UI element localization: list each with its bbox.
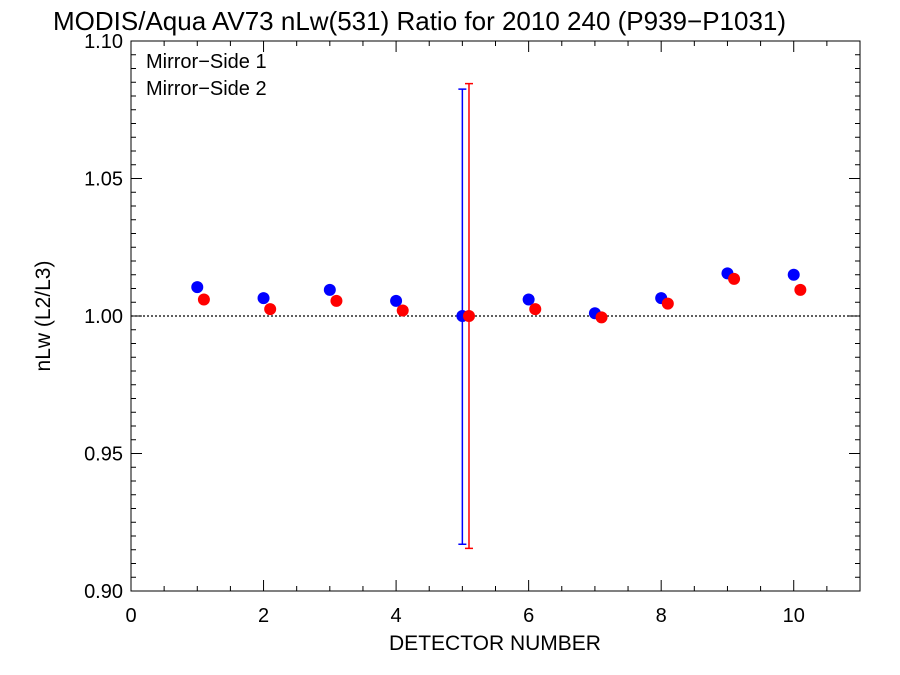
data-point-series-1 xyxy=(787,268,800,281)
x-axis-label: DETECTOR NUMBER xyxy=(389,632,601,655)
x-tick-label: 2 xyxy=(258,605,269,627)
data-point-series-2 xyxy=(728,272,741,285)
y-tick-label: 1.05 xyxy=(84,169,123,191)
y-tick-label: 0.95 xyxy=(84,444,123,466)
y-tick-label: 0.90 xyxy=(84,581,123,603)
data-point-series-2 xyxy=(330,294,343,307)
y-tick-label: 1.10 xyxy=(84,31,123,53)
legend: Mirror−Side 1 Mirror−Side 2 xyxy=(146,51,267,100)
data-point-series-2 xyxy=(661,297,674,310)
axis-tick-labels: 0 2 4 6 8 10 0.90 0.95 1.00 1.05 1.10 xyxy=(84,31,805,627)
data-point-series-2 xyxy=(794,283,807,296)
chart-title: MODIS/Aqua AV73 nLw(531) Ratio for 2010 … xyxy=(53,6,786,36)
x-tick-label: 10 xyxy=(783,605,805,627)
y-axis-label: nLw (L2/L3) xyxy=(32,261,55,372)
x-tick-label: 8 xyxy=(656,605,667,627)
x-tick-label: 0 xyxy=(125,605,136,627)
x-tick-label: 6 xyxy=(523,605,534,627)
data-point-series-2 xyxy=(197,293,210,306)
x-tick-label: 4 xyxy=(391,605,402,627)
data-points xyxy=(191,267,807,324)
data-point-series-1 xyxy=(522,293,535,306)
data-point-series-1 xyxy=(390,294,403,307)
data-point-series-1 xyxy=(191,281,204,294)
data-point-series-2 xyxy=(595,311,608,324)
y-tick-label: 1.00 xyxy=(84,306,123,328)
data-point-series-2 xyxy=(396,304,409,317)
data-point-series-1 xyxy=(323,283,336,296)
data-point-series-1 xyxy=(257,292,270,305)
legend-entry-mirror-side-1: Mirror−Side 1 xyxy=(146,51,267,73)
data-point-series-2 xyxy=(529,303,542,316)
legend-entry-mirror-side-2: Mirror−Side 2 xyxy=(146,78,267,100)
data-point-series-2 xyxy=(462,310,475,322)
axis-ticks xyxy=(130,40,861,592)
data-point-series-2 xyxy=(264,303,277,316)
